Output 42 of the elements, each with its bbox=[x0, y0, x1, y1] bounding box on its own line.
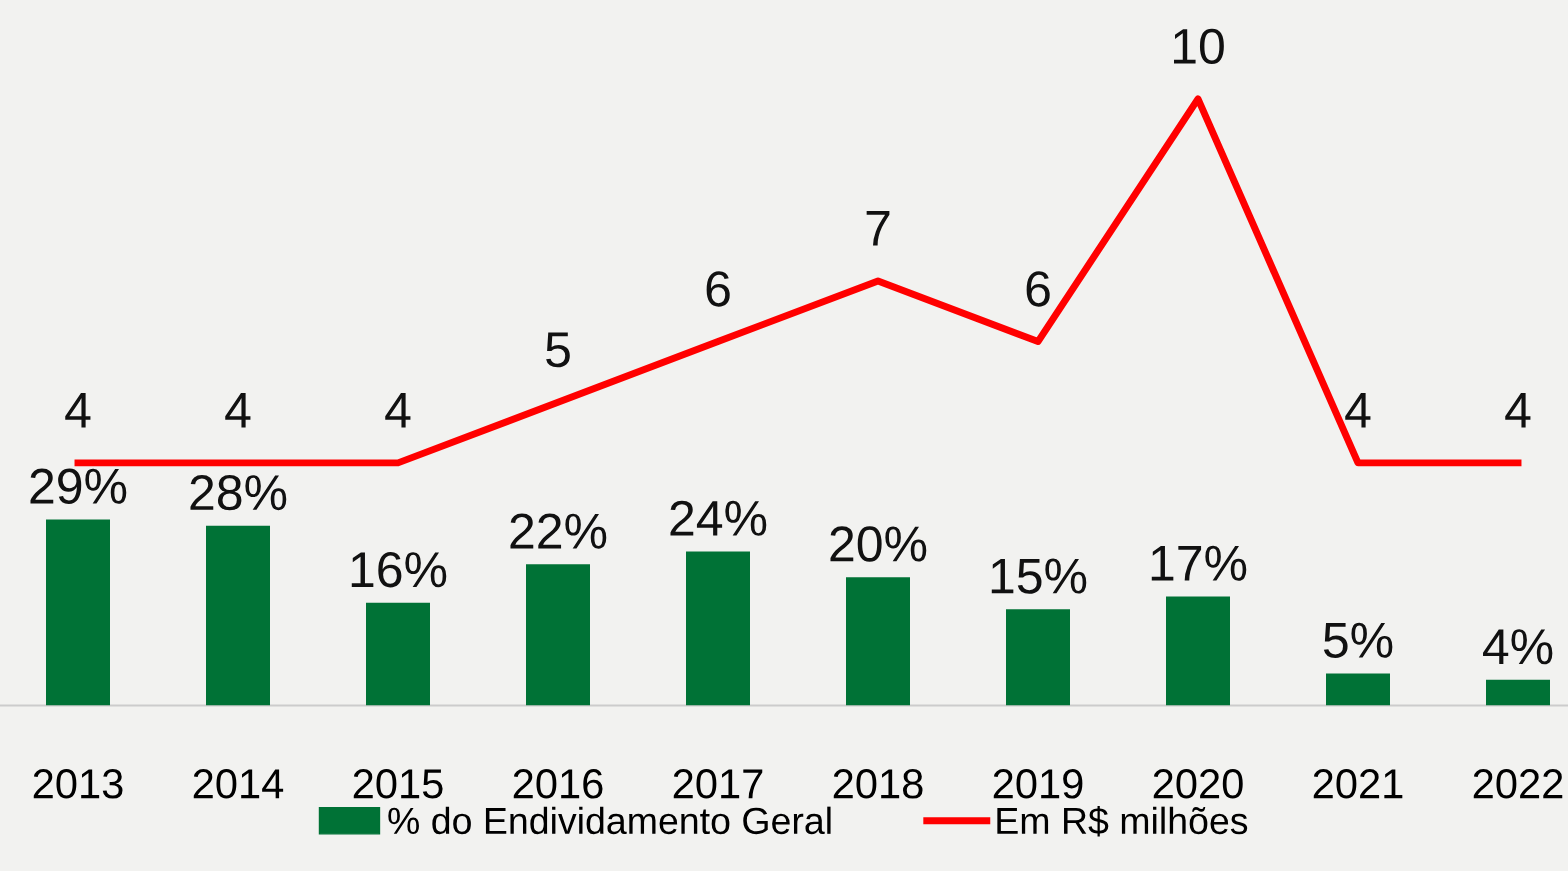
x-tick-label: 2015 bbox=[353, 769, 443, 799]
data-label: 6 bbox=[706, 271, 730, 307]
x-tick-label: 2022 bbox=[1473, 769, 1563, 799]
bar bbox=[366, 602, 430, 706]
data-label: 4 bbox=[1345, 393, 1371, 428]
bar bbox=[1006, 609, 1070, 706]
legend-label: % do Endividamento Geral bbox=[388, 806, 831, 835]
data-label: 24% bbox=[670, 500, 767, 536]
x-tick-label: 2021 bbox=[1313, 769, 1403, 799]
bar bbox=[46, 519, 110, 706]
data-label: 17% bbox=[1151, 545, 1247, 581]
data-label: 4 bbox=[65, 393, 91, 428]
data-label: 4 bbox=[385, 393, 411, 428]
data-label: 7 bbox=[866, 211, 890, 246]
data-label: 15% bbox=[991, 558, 1087, 594]
bar bbox=[206, 525, 270, 706]
data-label: 22% bbox=[510, 513, 607, 549]
bar bbox=[1486, 679, 1550, 706]
data-label: 16% bbox=[351, 551, 447, 588]
x-tick-label: 2013 bbox=[33, 769, 123, 799]
x-tick-label: 2014 bbox=[193, 769, 284, 799]
x-tick-label: 2016 bbox=[513, 769, 603, 799]
bar bbox=[1326, 673, 1390, 706]
data-label: 29% bbox=[30, 468, 127, 504]
data-label: 4 bbox=[225, 393, 251, 428]
data-label: 5 bbox=[546, 332, 570, 368]
bar bbox=[1166, 596, 1230, 706]
data-label: 5% bbox=[1323, 622, 1393, 658]
data-label: 4 bbox=[1505, 393, 1531, 428]
x-tick-label: 2017 bbox=[673, 769, 763, 799]
data-label: 10 bbox=[1174, 28, 1224, 65]
bar bbox=[686, 551, 750, 706]
data-label: 28% bbox=[190, 474, 287, 511]
x-tick-label: 2020 bbox=[1153, 769, 1243, 799]
data-label: 6 bbox=[1026, 271, 1050, 307]
data-label: 4% bbox=[1483, 629, 1553, 665]
x-tick-label: 2018 bbox=[833, 769, 923, 799]
data-label: 20% bbox=[830, 526, 927, 562]
x-tick-label: 2019 bbox=[993, 769, 1083, 799]
bar bbox=[526, 564, 590, 706]
bar bbox=[846, 577, 910, 706]
legend-label: Em R$ milhões bbox=[997, 806, 1248, 837]
